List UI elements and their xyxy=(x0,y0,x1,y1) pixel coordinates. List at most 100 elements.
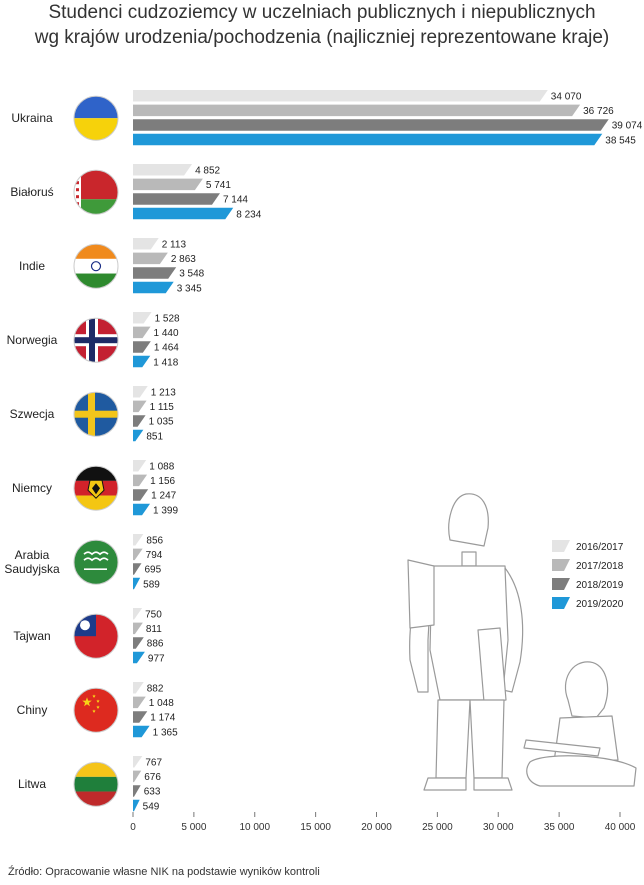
student-right-arm xyxy=(502,567,524,693)
x-tick-label: 15 000 xyxy=(300,822,331,833)
bar-value-label: 1 035 xyxy=(149,417,174,428)
bar xyxy=(133,193,220,205)
bar-value-label: 1 213 xyxy=(151,388,176,399)
country-label: Norwegia xyxy=(7,333,58,347)
bar xyxy=(133,119,609,131)
bar-value-label: 1 528 xyxy=(155,314,180,325)
bar xyxy=(133,400,147,413)
student-right-leg xyxy=(469,699,505,779)
bar-value-label: 2 863 xyxy=(171,254,196,265)
bar xyxy=(133,429,144,442)
bar-value-label: 1 247 xyxy=(151,491,176,502)
bar-value-label: 856 xyxy=(146,536,163,547)
bar-value-label: 767 xyxy=(145,758,162,769)
bar-value-label: 1 156 xyxy=(150,476,175,487)
country-label: Litwa xyxy=(18,777,46,791)
flag-lithuania-icon xyxy=(73,761,119,807)
bar xyxy=(133,415,146,427)
bar xyxy=(133,711,148,723)
bar xyxy=(133,281,174,294)
legend-swatch xyxy=(552,578,570,590)
bar xyxy=(133,682,144,694)
bar-value-label: 589 xyxy=(143,579,160,590)
bar-chart: Ukraina Białoruś Indie Norwegia Szwecja Niemc… xyxy=(4,90,643,833)
bar xyxy=(133,696,146,709)
student-left-leg xyxy=(435,699,471,779)
legend: 2016/2017 2017/2018 2018/2019 2019/2020 xyxy=(552,540,624,610)
bar-value-label: 1 418 xyxy=(153,357,178,368)
x-tick-label: 10 000 xyxy=(239,822,270,833)
bar-value-label: 1 365 xyxy=(153,727,178,738)
bar xyxy=(133,238,159,250)
bar-value-label: 882 xyxy=(147,684,164,695)
bar xyxy=(133,756,143,768)
bar-value-label: 2 113 xyxy=(162,240,187,251)
bar-value-label: 1 115 xyxy=(150,402,175,413)
bar xyxy=(133,355,151,368)
x-tick-label: 35 000 xyxy=(544,822,575,833)
country-label: Ukraina xyxy=(11,111,53,125)
bar xyxy=(133,474,148,487)
students-illustration xyxy=(407,493,637,791)
bar-value-label: 977 xyxy=(148,653,165,664)
flag-saudi-arabia-icon xyxy=(73,539,119,585)
legend-label: 2017/2018 xyxy=(576,561,624,572)
flag-china-icon xyxy=(73,687,119,733)
country-label: Białoruś xyxy=(10,185,53,199)
bar xyxy=(133,133,603,146)
legend-swatch xyxy=(552,597,570,609)
chart-title-line-1: Studenci cudzoziemcy w uczelniach public… xyxy=(48,2,596,23)
x-tick-label: 25 000 xyxy=(422,822,453,833)
bar-value-label: 633 xyxy=(144,787,161,798)
x-tick-label: 40 000 xyxy=(605,822,636,833)
x-axis: 0 5 000 10 000 15 000 20 000 25 000 30 000 35 0… xyxy=(130,812,636,833)
chart-title-line-2: wg krajów urodzenia/pochodzenia (najlicz… xyxy=(34,27,610,48)
bar-value-label: 5 741 xyxy=(206,180,231,191)
bar-value-label: 549 xyxy=(143,801,160,812)
bar-value-label: 1 464 xyxy=(154,343,179,354)
bar-value-label: 7 144 xyxy=(223,195,248,206)
sitting-student-book xyxy=(523,739,601,757)
flag-india-icon xyxy=(73,243,119,289)
student-right-shoe xyxy=(473,777,513,791)
bar xyxy=(133,548,143,561)
bar xyxy=(133,622,143,635)
country-label: Indie xyxy=(19,259,45,273)
country-label: Chiny xyxy=(17,703,48,717)
bar xyxy=(133,577,141,590)
flag-ukraine-icon xyxy=(73,95,119,141)
bar-value-label: 886 xyxy=(147,639,164,650)
sitting-student-legs xyxy=(526,755,637,787)
bar xyxy=(133,489,149,501)
chart-title: Studenci cudzoziemcy w uczelniach public… xyxy=(0,0,644,50)
bar xyxy=(133,267,177,279)
bar xyxy=(133,534,144,546)
bar-value-label: 695 xyxy=(144,565,161,576)
student-head xyxy=(448,493,489,547)
bar-value-label: 811 xyxy=(146,624,162,635)
legend-swatch xyxy=(552,559,570,571)
legend-label: 2019/2020 xyxy=(576,599,624,610)
source-note: Źródło: Opracowanie własne NIK na podsta… xyxy=(8,866,320,878)
bar-value-label: 1 440 xyxy=(154,328,179,339)
bar-value-label: 3 548 xyxy=(179,269,204,280)
bar xyxy=(133,460,147,472)
student-neck xyxy=(461,551,477,567)
bar-value-label: 8 234 xyxy=(236,209,261,220)
bar xyxy=(133,104,581,117)
bar xyxy=(133,312,152,324)
flags-layer xyxy=(73,95,119,807)
bar-value-label: 1 399 xyxy=(153,505,178,516)
x-tick-label: 5 000 xyxy=(181,822,206,833)
country-label: Niemcy xyxy=(12,481,52,495)
bar xyxy=(133,799,140,812)
legend-label: 2018/2019 xyxy=(576,580,624,591)
bar-value-label: 750 xyxy=(145,610,162,621)
bar xyxy=(133,341,151,353)
bar xyxy=(133,651,145,664)
bar-value-label: 1 174 xyxy=(150,713,175,724)
country-labels: Ukraina Białoruś Indie Norwegia Szwecja Niemc… xyxy=(4,111,60,791)
bar xyxy=(133,503,151,516)
student-book xyxy=(477,627,507,703)
